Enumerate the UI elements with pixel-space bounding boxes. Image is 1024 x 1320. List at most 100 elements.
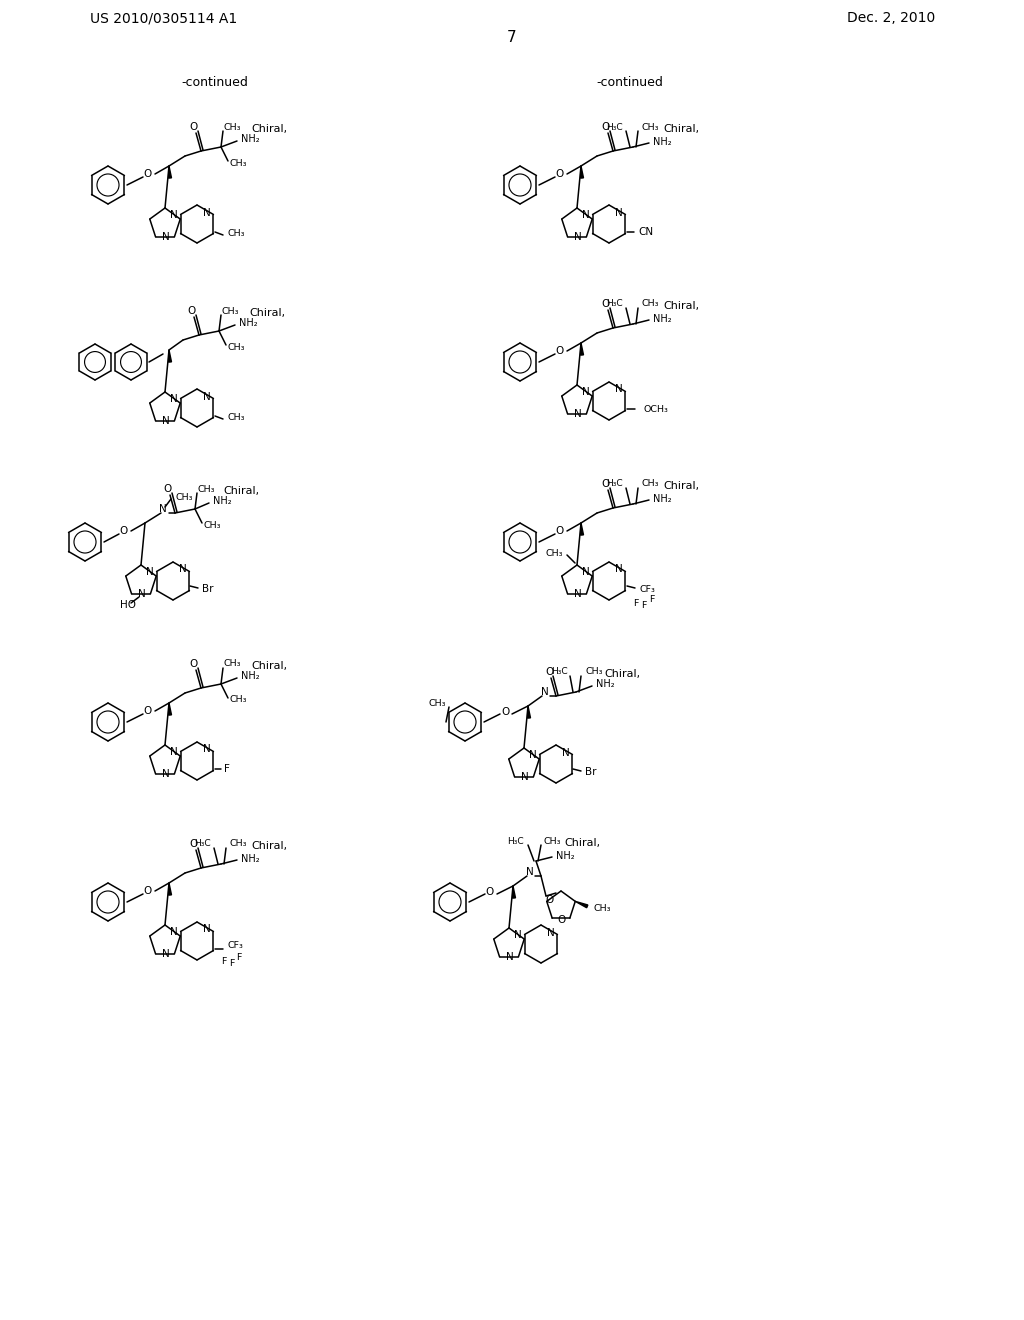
Text: HO: HO <box>120 601 136 610</box>
Text: CH₃: CH₃ <box>227 342 245 351</box>
Text: NH₂: NH₂ <box>213 496 231 506</box>
Text: H₃C: H₃C <box>606 479 623 488</box>
Text: N: N <box>526 867 534 876</box>
Text: CH₃: CH₃ <box>228 413 246 422</box>
Text: Dec. 2, 2010: Dec. 2, 2010 <box>847 11 935 25</box>
Text: N: N <box>541 686 549 697</box>
Text: N: N <box>203 207 211 218</box>
Text: O: O <box>545 667 553 677</box>
Text: Chiral,: Chiral, <box>251 661 287 671</box>
Text: N: N <box>506 952 513 962</box>
Text: CH₃: CH₃ <box>586 668 603 676</box>
Text: CH₃: CH₃ <box>593 904 610 913</box>
Text: NH₂: NH₂ <box>596 678 614 689</box>
Text: NH₂: NH₂ <box>239 318 258 327</box>
Text: F: F <box>649 594 654 603</box>
Text: -continued: -continued <box>181 75 249 88</box>
Text: O: O <box>602 121 610 132</box>
Text: CH₃: CH₃ <box>175 492 193 502</box>
Text: N: N <box>583 210 590 220</box>
Text: O: O <box>187 306 197 315</box>
Text: H₃C: H₃C <box>195 840 211 849</box>
Text: N: N <box>170 747 178 758</box>
Text: Chiral,: Chiral, <box>663 301 699 312</box>
Text: N: N <box>614 384 623 395</box>
Text: N: N <box>583 568 590 577</box>
Text: N: N <box>162 949 169 958</box>
Text: CH₃: CH₃ <box>544 837 561 846</box>
Text: NH₂: NH₂ <box>241 854 260 865</box>
Text: H₃C: H₃C <box>551 668 568 676</box>
Text: CH₃: CH₃ <box>546 549 563 557</box>
Text: N: N <box>179 565 186 574</box>
Polygon shape <box>169 350 171 362</box>
Polygon shape <box>581 523 584 535</box>
Text: Chiral,: Chiral, <box>223 486 259 496</box>
Text: H₃C: H₃C <box>507 837 524 846</box>
Text: CH₃: CH₃ <box>229 696 247 705</box>
Text: N: N <box>614 565 623 574</box>
Text: NH₂: NH₂ <box>653 494 672 504</box>
Text: N: N <box>203 924 211 935</box>
Text: N: N <box>159 504 167 513</box>
Polygon shape <box>581 166 584 178</box>
Text: 7: 7 <box>507 29 517 45</box>
Text: F: F <box>224 764 229 774</box>
Text: CH₃: CH₃ <box>229 840 247 849</box>
Text: F: F <box>641 601 646 610</box>
Polygon shape <box>169 166 171 178</box>
Text: N: N <box>573 232 582 242</box>
Text: N: N <box>162 416 169 426</box>
Text: NH₂: NH₂ <box>653 314 672 323</box>
Text: H₃C: H₃C <box>606 300 623 309</box>
Text: F: F <box>221 957 226 965</box>
Text: N: N <box>170 210 178 220</box>
Text: O: O <box>557 915 565 925</box>
Text: O: O <box>144 706 153 715</box>
Text: CH₃: CH₃ <box>428 700 446 709</box>
Text: NH₂: NH₂ <box>241 135 260 144</box>
Text: N: N <box>562 747 569 758</box>
Text: O: O <box>189 121 198 132</box>
Text: CH₃: CH₃ <box>197 484 214 494</box>
Polygon shape <box>512 886 515 898</box>
Polygon shape <box>169 883 171 895</box>
Polygon shape <box>575 902 588 908</box>
Text: O: O <box>144 886 153 896</box>
Text: CH₃: CH₃ <box>228 230 246 239</box>
Text: N: N <box>162 770 169 779</box>
Text: CF₃: CF₃ <box>228 941 244 950</box>
Text: NH₂: NH₂ <box>241 671 260 681</box>
Text: OCH₃: OCH₃ <box>644 404 669 413</box>
Polygon shape <box>169 704 171 715</box>
Text: Br: Br <box>202 583 213 594</box>
Text: O: O <box>485 887 495 898</box>
Text: Chiral,: Chiral, <box>663 480 699 491</box>
Text: O: O <box>144 169 153 180</box>
Text: F: F <box>633 598 638 607</box>
Text: Chiral,: Chiral, <box>663 124 699 135</box>
Text: O: O <box>545 895 553 906</box>
Text: N: N <box>203 392 211 401</box>
Text: Chiral,: Chiral, <box>604 669 640 678</box>
Text: CF₃: CF₃ <box>640 585 656 594</box>
Text: O: O <box>189 659 198 669</box>
Text: N: N <box>573 589 582 599</box>
Text: O: O <box>602 479 610 488</box>
Text: F: F <box>236 953 242 961</box>
Text: N: N <box>547 928 554 937</box>
Text: N: N <box>520 772 528 781</box>
Text: N: N <box>162 232 169 242</box>
Text: Chiral,: Chiral, <box>251 124 287 135</box>
Text: N: N <box>514 931 522 940</box>
Text: CH₃: CH₃ <box>203 520 220 529</box>
Text: Chiral,: Chiral, <box>249 308 285 318</box>
Text: N: N <box>203 744 211 755</box>
Text: O: O <box>120 525 128 536</box>
Text: F: F <box>229 958 234 968</box>
Text: Chiral,: Chiral, <box>564 838 600 847</box>
Polygon shape <box>581 343 584 355</box>
Text: N: N <box>146 568 155 577</box>
Text: CH₃: CH₃ <box>223 660 241 668</box>
Text: NH₂: NH₂ <box>653 137 672 147</box>
